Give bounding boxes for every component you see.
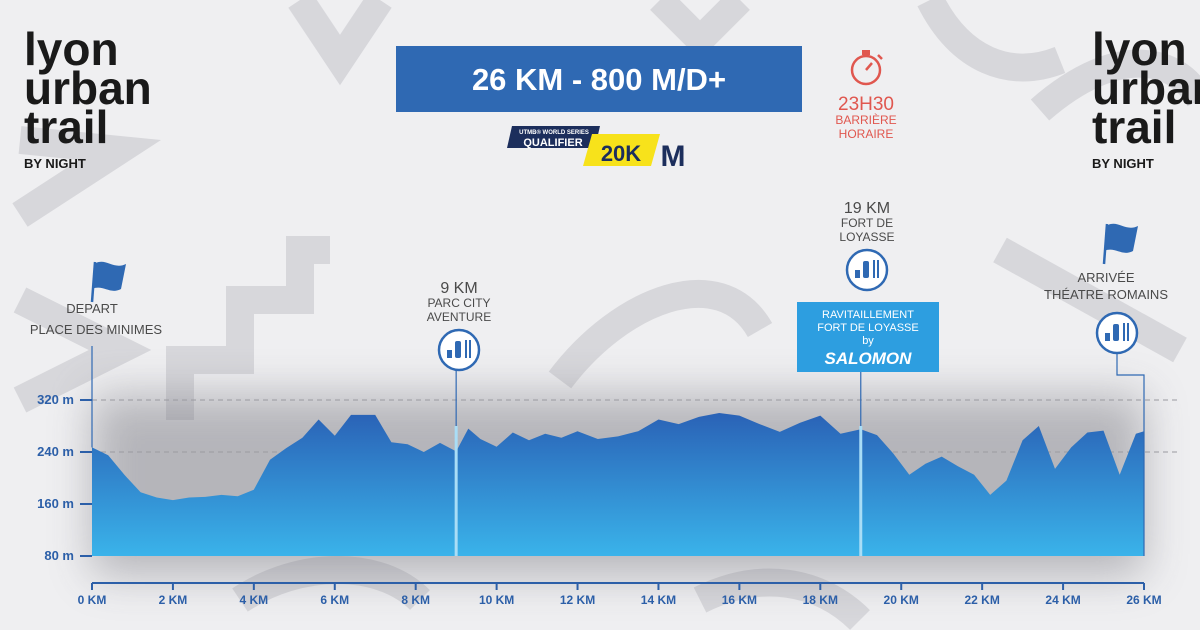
svg-text:trail: trail (24, 101, 108, 153)
salomon-logo-icon: SALOMON (825, 349, 913, 368)
x-tick-label: 10 KM (479, 593, 514, 607)
sponsor-background (797, 302, 939, 372)
stopwatch-icon (850, 50, 883, 86)
distance-banner: 26 KM - 800 M/D+ (396, 46, 802, 112)
start-label-1: DEPART (66, 301, 118, 316)
aid-station-icon (1095, 311, 1139, 355)
svg-text:trail: trail (1092, 101, 1176, 153)
x-tick-label: 24 KM (1045, 593, 1080, 607)
finish-point: ARRIVÉE THÉATRE ROMAINS (1044, 223, 1168, 355)
elevation-area (92, 413, 1144, 556)
chart-marker-lines (91, 346, 1145, 556)
aid-station-icon (845, 248, 889, 292)
finish-leader-line (1116, 353, 1145, 556)
x-tick-label: 4 KM (240, 593, 269, 607)
qualifier-badge: UTMB® WORLD SERIES QUALIFIER 20K M (507, 126, 686, 173)
event-logo-right: lyon urban trail BY NIGHT (1092, 23, 1200, 171)
svg-text:lyon: lyon (1092, 23, 1187, 75)
svg-text:lyon: lyon (24, 23, 119, 75)
y-tick-label: 80 m (44, 548, 74, 563)
x-tick-label: 20 KM (884, 593, 919, 607)
x-tick-label: 2 KM (159, 593, 188, 607)
badge-qualifier-label: QUALIFIER (523, 137, 582, 149)
svg-text:BY NIGHT: BY NIGHT (24, 156, 86, 171)
svg-text:urban: urban (24, 62, 152, 114)
badge-distance-label: 20K (601, 141, 641, 166)
aid-station-icon (437, 328, 481, 372)
time-barrier: 23H30 BARRIÈRE HORAIRE (835, 50, 897, 141)
badge-series-label: UTMB® WORLD SERIES (519, 129, 589, 136)
checkpoint-19km-label-1: FORT DE (841, 216, 893, 230)
flag-icon (1102, 223, 1138, 265)
barrier-time: 23H30 (838, 94, 894, 115)
x-tick-label: 18 KM (803, 593, 838, 607)
checkpoint-19km: 19 KM FORT DE LOYASSE RAVITAILLEMENT FOR… (797, 200, 939, 372)
x-tick-label: 26 KM (1126, 593, 1161, 607)
y-tick-label: 320 m (37, 392, 74, 407)
background-decoration (12, 0, 1200, 630)
svg-text:urban: urban (1092, 62, 1200, 114)
x-tick-label: 22 KM (964, 593, 999, 607)
flag-icon (90, 261, 126, 303)
y-tick-label: 240 m (37, 444, 74, 459)
badge-navy (507, 126, 600, 148)
sponsor-label-2: FORT DE LOYASSE (817, 322, 918, 334)
barrier-label-1: BARRIÈRE (835, 112, 896, 127)
x-tick-label: 16 KM (722, 593, 757, 607)
sponsor-label-1: RAVITAILLEMENT (822, 309, 914, 321)
checkpoint-19km-distance: 19 KM (844, 200, 890, 217)
x-tick-label: 12 KM (560, 593, 595, 607)
banner-background (396, 46, 802, 112)
chart-axes: 0 KM 2 KM 4 KM 6 KM 8 KM 10 KM 12 KM 14 KM 16 KM… (37, 392, 1162, 607)
page-title: 26 KM - 800 M/D+ (472, 62, 726, 97)
svg-text:BY NIGHT: BY NIGHT (1092, 156, 1154, 171)
finish-label-1: ARRIVÉE (1077, 270, 1134, 285)
x-tick-label: 14 KM (641, 593, 676, 607)
x-tick-label: 6 KM (320, 593, 349, 607)
event-logo-left: lyon urban trail BY NIGHT (24, 23, 152, 171)
checkpoint-9km-label-1: PARC CITY (427, 296, 490, 310)
badge-yellow (583, 134, 660, 166)
start-point: DEPART PLACE DES MINIMES (30, 261, 163, 337)
y-tick-label: 160 m (37, 496, 74, 511)
x-tick-label: 0 KM (78, 593, 107, 607)
checkpoint-19km-label-2: LOYASSE (839, 230, 894, 244)
start-label-2: PLACE DES MINIMES (30, 322, 163, 337)
checkpoint-9km-label-2: AVENTURE (427, 310, 491, 324)
sponsor-box: RAVITAILLEMENT FORT DE LOYASSE by SALOMO… (797, 302, 939, 372)
x-tick-label: 8 KM (401, 593, 430, 607)
utmb-logo-icon: M (661, 140, 686, 173)
checkpoint-9km-distance: 9 KM (440, 280, 477, 297)
finish-label-2: THÉATRE ROMAINS (1044, 287, 1168, 302)
checkpoint-9km: 9 KM PARC CITY AVENTURE (427, 280, 491, 372)
barrier-label-2: HORAIRE (839, 127, 894, 141)
sponsor-label-3: by (862, 335, 874, 347)
